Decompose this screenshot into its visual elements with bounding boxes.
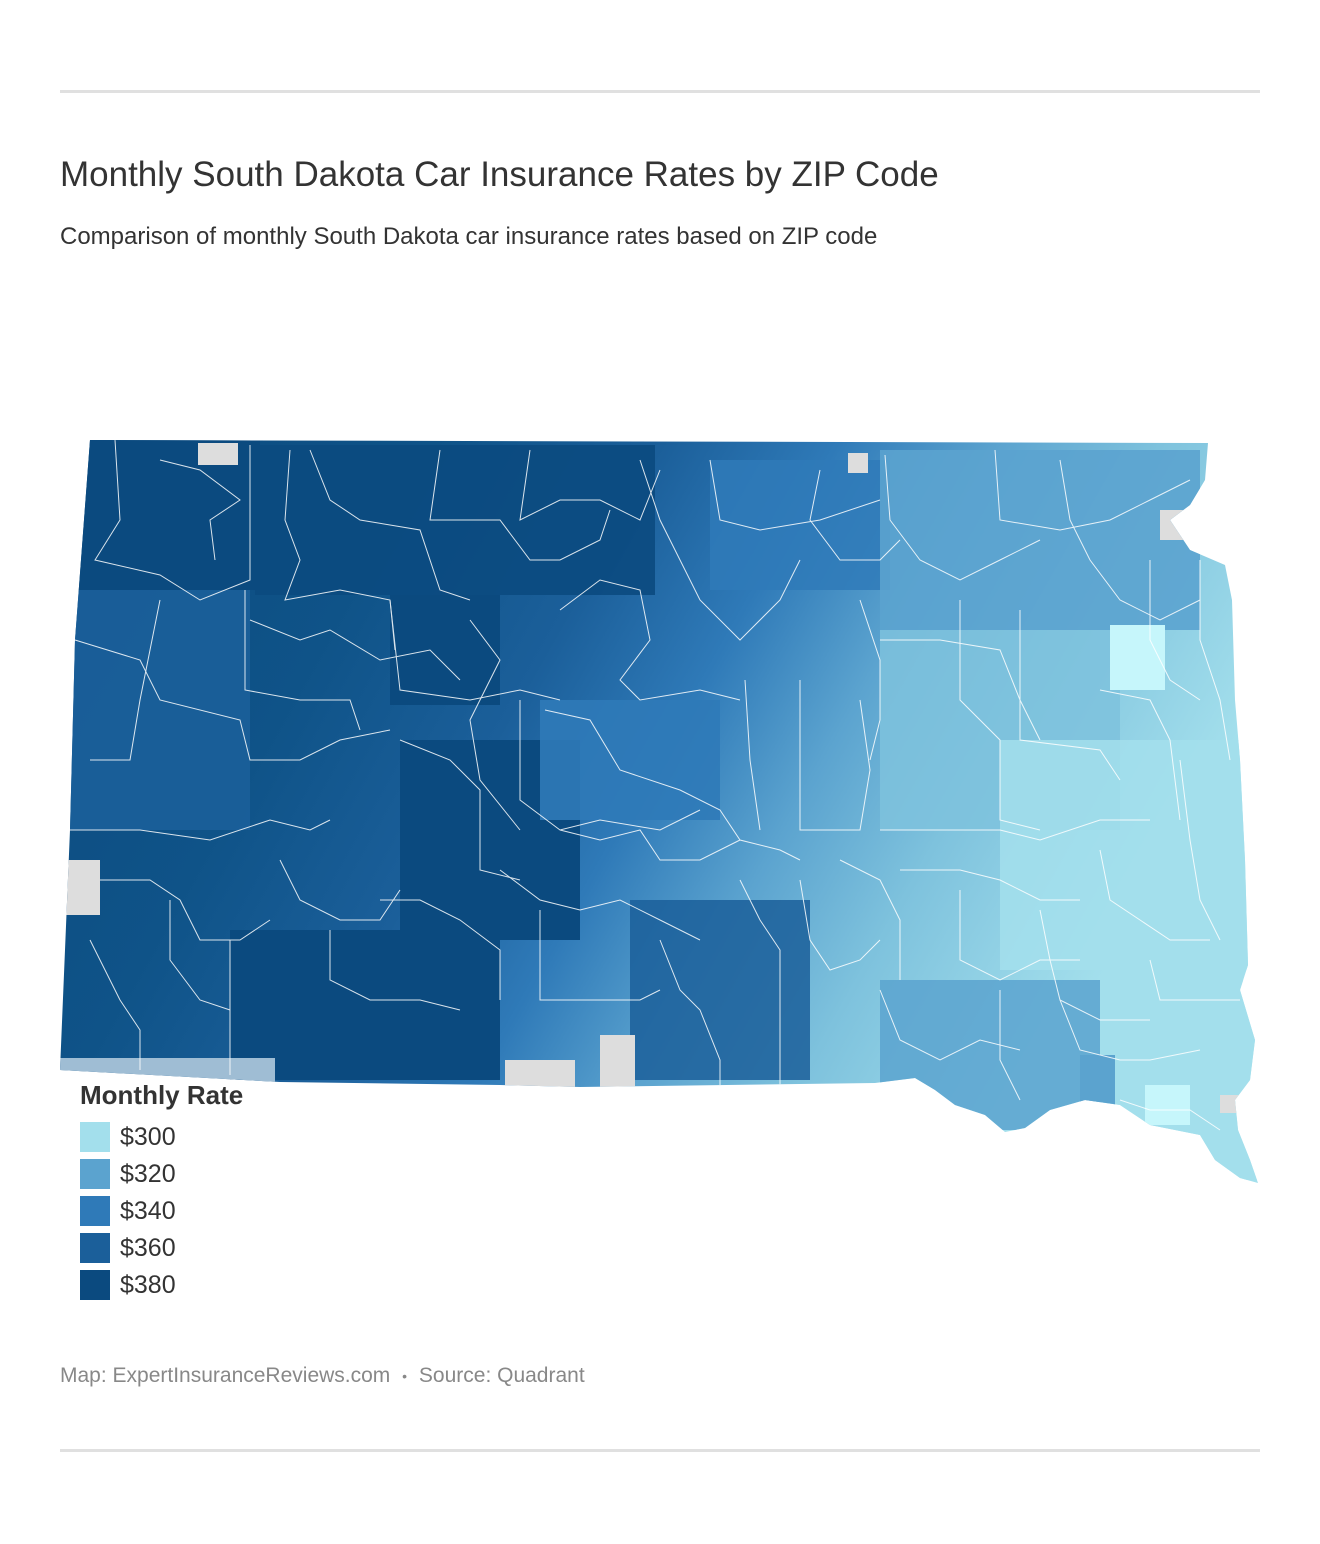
zip-regions [60, 440, 1258, 1180]
map-credit: Map: ExpertInsuranceReviews.com [60, 1364, 391, 1387]
no-data-region [505, 1060, 575, 1090]
page-title: Monthly South Dakota Car Insurance Rates… [60, 155, 939, 194]
zip-region [1145, 1085, 1190, 1125]
zip-boundaries [70, 440, 1240, 1131]
no-data-region [848, 453, 868, 473]
no-data-region [198, 443, 238, 465]
legend-label: $340 [120, 1196, 176, 1225]
legend-swatch [80, 1270, 110, 1300]
legend-label: $380 [120, 1270, 176, 1299]
no-data-region [1160, 510, 1185, 540]
zip-region [230, 930, 500, 1080]
no-data-region [1220, 1095, 1240, 1113]
bottom-divider [60, 1449, 1260, 1452]
page-subtitle: Comparison of monthly South Dakota car i… [60, 223, 878, 250]
zip-region [1100, 980, 1258, 1180]
map-legend: Monthly Rate $300 $320 $340 $360 $380 [80, 1080, 243, 1304]
zip-region [710, 460, 890, 590]
zip-region [1000, 740, 1250, 970]
legend-swatch [80, 1233, 110, 1263]
legend-item: $320 [80, 1156, 243, 1192]
legend-swatch [80, 1122, 110, 1152]
no-data-region [600, 1035, 635, 1090]
zip-region [60, 590, 250, 830]
legend-swatch [80, 1196, 110, 1226]
legend-item: $360 [80, 1230, 243, 1266]
legend-label: $300 [120, 1122, 176, 1151]
zip-region [1080, 1055, 1115, 1105]
top-divider [60, 90, 1260, 93]
zip-region [630, 900, 810, 1080]
legend-label: $360 [120, 1233, 176, 1262]
no-data-region [60, 860, 100, 915]
legend-items: $300 $320 $340 $360 $380 [80, 1119, 243, 1303]
legend-item: $340 [80, 1193, 243, 1229]
zip-region [880, 980, 1100, 1130]
source-credit: Source: Quadrant [418, 1364, 585, 1387]
footer-credits: Map: ExpertInsuranceReviews.com • Source… [60, 1364, 585, 1388]
legend-swatch [80, 1159, 110, 1189]
zip-region [540, 700, 720, 820]
legend-title: Monthly Rate [80, 1080, 244, 1110]
legend-item: $300 [80, 1119, 243, 1155]
footer-separator: • [402, 1368, 408, 1385]
legend-item: $380 [80, 1267, 243, 1303]
zip-region [1110, 625, 1165, 690]
legend-label: $320 [120, 1159, 176, 1188]
zip-region [390, 595, 500, 705]
